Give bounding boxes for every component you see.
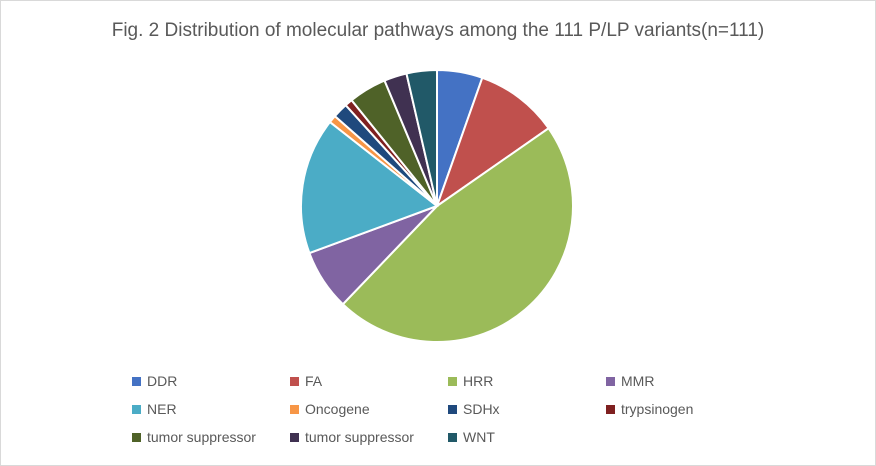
legend-item: Oncogene [290, 400, 370, 418]
pie-slice-2 [341, 126, 574, 343]
legend-item: SDHx [448, 400, 500, 418]
legend-swatch [448, 405, 457, 414]
legend-swatch [448, 433, 457, 442]
legend-label: Oncogene [305, 401, 370, 417]
legend-swatch [606, 377, 615, 386]
legend-label: HRR [463, 373, 494, 389]
legend-item: tumor suppressor [132, 428, 256, 446]
legend-swatch [132, 433, 141, 442]
legend-swatch [290, 405, 299, 414]
legend-label: SDHx [463, 401, 500, 417]
legend-swatch [290, 433, 299, 442]
legend-label: tumor suppressor [305, 429, 414, 445]
legend-item: FA [290, 372, 322, 390]
legend-label: FA [305, 373, 323, 389]
legend-swatch [606, 405, 615, 414]
legend-item: tumor suppressor [290, 428, 414, 446]
legend-swatch [132, 377, 141, 386]
legend-label: MMR [621, 373, 655, 389]
legend-label: NER [147, 401, 177, 417]
legend-swatch [290, 377, 299, 386]
legend-swatch [448, 377, 457, 386]
pie-slice-10 [405, 68, 438, 207]
legend-item: NER [132, 400, 177, 418]
legend-item: trypsinogen [606, 400, 693, 418]
chart-title: Fig. 2 Distribution of molecular pathway… [111, 20, 765, 41]
legend-item: HRR [448, 372, 493, 390]
legend-item: DDR [132, 372, 177, 390]
legend-label: tumor suppressor [147, 429, 256, 445]
legend-label: DDR [147, 373, 178, 389]
legend-label: trypsinogen [621, 401, 694, 417]
legend-label: WNT [463, 429, 495, 445]
legend-swatch [132, 405, 141, 414]
legend-item: WNT [448, 428, 495, 446]
pie-slice-4 [300, 120, 440, 255]
pie-slice-1 [435, 76, 550, 209]
legend-item: MMR [606, 372, 654, 390]
